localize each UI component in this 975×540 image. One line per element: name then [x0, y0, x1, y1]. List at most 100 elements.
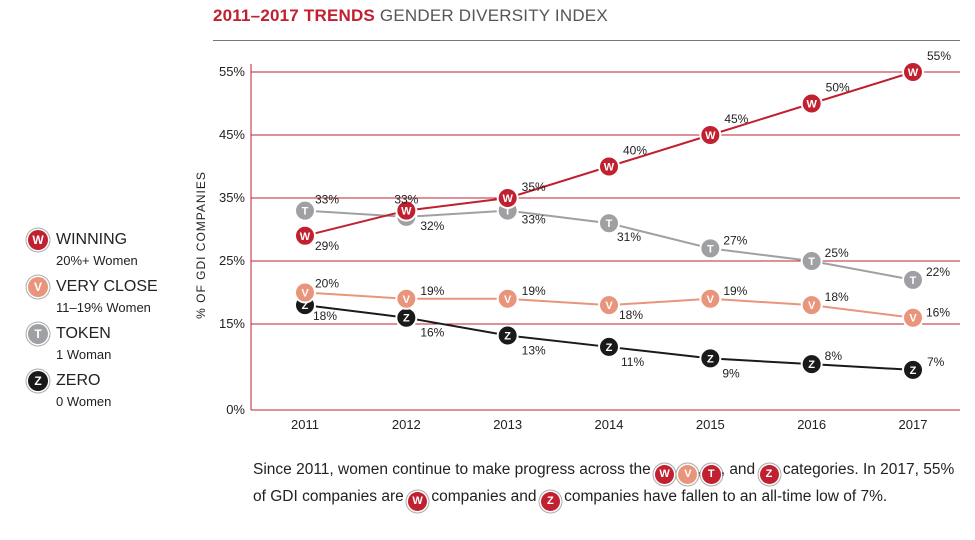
legend-name: WINNING: [56, 231, 128, 248]
y-axis-label: % OF GDI COMPANIES: [194, 171, 208, 319]
winning-badge-icon: W: [28, 230, 48, 250]
x-tick-label: 2012: [392, 417, 421, 432]
marker-letter: T: [504, 206, 511, 218]
x-tick-label: 2015: [696, 417, 725, 432]
marker-letter: V: [504, 294, 512, 306]
y-tick-label: 25%: [219, 253, 245, 268]
marker-letter: T: [302, 206, 309, 218]
marker-letter: W: [806, 99, 817, 111]
data-label: 11%: [621, 355, 644, 369]
x-tick-label: 2011: [291, 417, 319, 432]
data-label: 19%: [420, 284, 444, 298]
y-tick-label: 45%: [219, 127, 245, 142]
legend-sub: 0 Women: [56, 394, 112, 409]
marker-letter: V: [808, 300, 816, 312]
data-point-marker: [800, 294, 823, 317]
legend-item-token: T TOKEN 1 Woman: [28, 322, 213, 369]
data-point-marker: [294, 281, 316, 304]
marker-letter: V: [403, 294, 411, 306]
x-tick-label: 2016: [797, 417, 826, 432]
data-label: 13%: [522, 343, 546, 357]
data-point-marker: [902, 268, 924, 291]
data-label: 8%: [825, 349, 843, 363]
data-point-marker: [395, 199, 418, 222]
marker-letter: T: [606, 218, 613, 230]
legend: W WINNING 20%+ Women V VERY CLOSE 11–19%…: [28, 228, 213, 416]
data-label: 18%: [313, 309, 337, 323]
legend-item-zero: Z ZERO 0 Women: [28, 369, 213, 416]
marker-letter: W: [604, 162, 615, 174]
data-point-marker: [902, 61, 924, 83]
very-close-badge-icon: V: [678, 465, 698, 484]
data-label: 18%: [619, 308, 643, 322]
data-point-marker: [496, 187, 519, 209]
data-label: 25%: [825, 246, 849, 260]
data-label: 33%: [315, 193, 339, 207]
data-label: 16%: [926, 306, 950, 320]
data-label: 22%: [926, 265, 950, 279]
data-label: 7%: [927, 355, 945, 369]
marker-letter: Z: [910, 365, 917, 377]
caption: Since 2011, women continue to make progr…: [253, 457, 963, 511]
marker-letter: V: [301, 288, 309, 300]
token-badge-icon: T: [28, 324, 48, 344]
marker-letter: Z: [808, 359, 815, 371]
data-point-marker: [496, 287, 519, 310]
data-label: 33%: [394, 193, 418, 207]
data-point-marker: [902, 358, 924, 381]
marker-letter: T: [910, 275, 917, 287]
data-point-marker: [294, 224, 316, 247]
data-point-marker: [598, 294, 620, 317]
winning-badge-icon: W: [408, 492, 428, 511]
x-tick-label: 2013: [493, 417, 522, 432]
data-label: 40%: [623, 144, 647, 158]
title-strong: 2011–2017 TRENDS: [213, 6, 375, 25]
marker-letter: Z: [302, 300, 309, 312]
chart-title: 2011–2017 TRENDS GENDER DIVERSITY INDEX: [213, 6, 608, 26]
zero-badge-icon: Z: [540, 492, 560, 511]
marker-letter: V: [909, 313, 917, 325]
y-tick-label: 35%: [219, 190, 245, 205]
legend-sub: 20%+ Women: [56, 253, 138, 268]
marker-letter: Z: [606, 342, 613, 354]
token-badge-icon: T: [701, 465, 721, 484]
data-label: 16%: [420, 326, 444, 340]
data-point-marker: [800, 353, 823, 376]
data-point-marker: [598, 335, 620, 358]
data-point-marker: [395, 287, 418, 310]
caption-text-1: Since 2011, women continue to make progr…: [253, 461, 651, 478]
data-point-marker: [598, 212, 620, 235]
data-label: 33%: [522, 213, 546, 227]
marker-letter: Z: [504, 330, 511, 342]
caption-text-2: categories. In 2017, 55% of GDI companie…: [253, 461, 955, 505]
data-label: 19%: [522, 284, 546, 298]
legend-name: TOKEN: [56, 325, 111, 342]
marker-letter: W: [401, 206, 412, 218]
legend-item-very-close: V VERY CLOSE 11–19% Women: [28, 275, 213, 322]
data-label: 29%: [315, 239, 339, 253]
data-point-marker: [598, 155, 620, 178]
very-close-badge-icon: V: [28, 277, 48, 297]
y-tick-label: 55%: [219, 64, 245, 79]
data-label: 32%: [420, 219, 444, 233]
data-label: 18%: [825, 290, 849, 304]
marker-letter: V: [707, 294, 715, 306]
y-tick-label: 0%: [226, 402, 245, 417]
marker-letter: V: [605, 300, 613, 312]
data-label: 55%: [927, 49, 951, 63]
caption-and: , and: [720, 461, 756, 478]
marker-letter: Z: [707, 353, 714, 365]
winning-badge-icon: W: [655, 465, 675, 484]
data-point-marker: [496, 324, 519, 347]
legend-name: ZERO: [56, 372, 101, 389]
data-label: 20%: [315, 277, 339, 291]
data-label: 27%: [723, 233, 747, 247]
marker-letter: Z: [403, 313, 410, 325]
legend-item-winning: W WINNING 20%+ Women: [28, 228, 213, 275]
data-label: 31%: [617, 230, 641, 244]
line-chart: 0% 15% 25% 35% 45% 55% % OF GDI COMPANIES 2011 2…: [194, 49, 960, 432]
data-label: 50%: [826, 81, 850, 95]
marker-letter: W: [908, 67, 919, 79]
marker-letter: T: [808, 256, 815, 268]
caption-text-4: companies have fallen to an all-time low…: [564, 488, 888, 505]
